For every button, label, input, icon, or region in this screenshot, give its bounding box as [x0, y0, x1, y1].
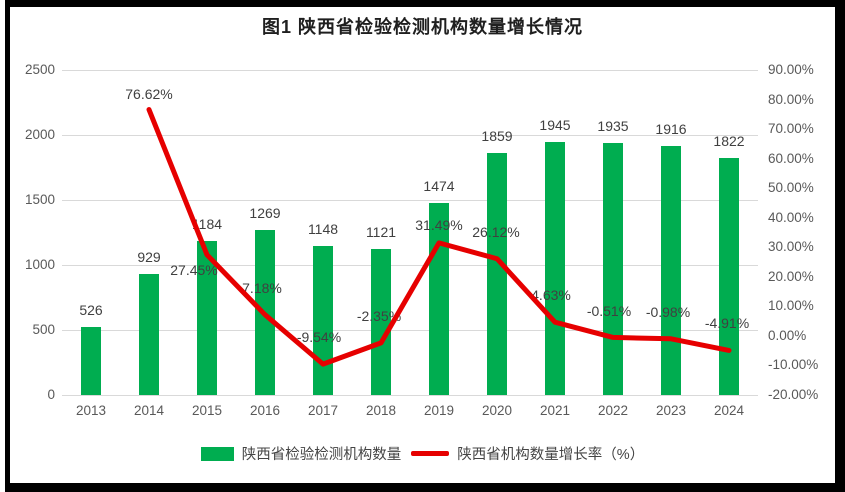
x-axis-tick: 2023 [655, 403, 687, 418]
legend-label-line: 陕西省机构数量增长率（%） [457, 447, 645, 463]
y-axis-right-tick: -20.00% [768, 387, 819, 402]
y-axis-right-tick: -10.00% [768, 357, 819, 373]
bar-value-label: 929 [137, 249, 161, 266]
bar-2020 [487, 153, 507, 395]
line-point-label: 27.45% [170, 261, 218, 278]
x-axis-tick: 2019 [423, 403, 455, 418]
bar-value-label: 1121 [365, 224, 397, 241]
y-axis-left-tick: 500 [32, 322, 55, 337]
gridline [62, 394, 758, 396]
line-series-swatch [411, 451, 450, 456]
growth-rate-polyline [146, 107, 732, 367]
gridline [62, 69, 758, 71]
line-point-label: -2.35% [356, 307, 402, 324]
y-axis-right-tick: 30.00% [768, 239, 814, 255]
line-point-label: -4.91% [704, 315, 750, 332]
y-axis-right-tick: 0.00% [768, 327, 807, 343]
x-axis-tick: 2022 [597, 403, 629, 418]
y-axis-right-tick: 60.00% [768, 150, 814, 166]
y-axis-left-tick: 2000 [24, 127, 55, 142]
line-point-label: 4.63% [531, 287, 571, 304]
bar-value-label: 1945 [539, 117, 571, 134]
line-point-label: 31.49% [415, 216, 463, 233]
legend: 陕西省检验检测机构数量 陕西省机构数量增长率（%） [0, 443, 845, 464]
line-point-label: 7.18% [242, 279, 282, 296]
y-axis-left-tick: 0 [47, 387, 55, 402]
gridline [62, 134, 758, 136]
bar-2014 [139, 274, 159, 395]
y-axis-right-tick: 80.00% [768, 91, 814, 107]
bar-series-swatch [200, 446, 234, 461]
x-axis-tick: 2013 [75, 403, 107, 418]
gridline [62, 329, 758, 331]
x-axis-tick: 2020 [481, 403, 513, 418]
y-axis-left-tick: 1000 [24, 257, 55, 272]
y-axis-left-tick: 2500 [24, 62, 55, 77]
bar-2023 [661, 145, 681, 395]
legend-item-bars: 陕西省检验检测机构数量 [200, 443, 402, 464]
chart-title: 图1 陕西省检验检测机构数量增长情况 [261, 17, 583, 37]
bar-2018 [371, 249, 391, 395]
legend-label-bars: 陕西省检验检测机构数量 [241, 447, 402, 463]
bar-value-label: 1474 [423, 178, 455, 195]
bar-2013 [81, 326, 101, 395]
y-axis-right-tick: 70.00% [768, 121, 814, 137]
gridline [62, 264, 758, 266]
y-axis-right-tick: 10.00% [768, 298, 814, 314]
line-point-label: 76.62% [125, 85, 173, 102]
bar-value-label: 1148 [307, 220, 339, 237]
bar-value-label: 1859 [481, 128, 513, 145]
line-point-label: -9.54% [296, 329, 342, 346]
gridline [62, 199, 758, 201]
x-axis-tick: 2021 [539, 403, 571, 418]
bar-2015 [197, 241, 217, 395]
bar-value-label: 1184 [191, 216, 223, 233]
y-axis-right-tick: 40.00% [768, 209, 814, 225]
x-axis-tick: 2016 [249, 403, 281, 418]
y-axis-right-tick: 90.00% [768, 62, 814, 77]
x-axis-tick: 2015 [191, 403, 223, 418]
x-axis-tick: 2018 [365, 403, 397, 418]
x-axis-tick: 2014 [133, 403, 165, 418]
legend-item-line: 陕西省机构数量增长率（%） [411, 443, 644, 464]
bar-value-label: 526 [79, 301, 103, 318]
x-axis-tick: 2024 [713, 403, 745, 418]
bar-value-label: 1822 [713, 133, 745, 150]
y-axis-right-tick: 20.00% [768, 268, 814, 284]
bar-value-label: 1935 [597, 118, 629, 135]
bar-value-label: 1269 [249, 205, 281, 222]
line-point-label: -0.98% [645, 303, 691, 320]
bar-2022 [603, 143, 623, 395]
bar-2024 [719, 158, 739, 395]
line-point-label: 26.12% [472, 223, 520, 240]
y-axis-left-tick: 1500 [24, 192, 55, 207]
x-axis-tick: 2017 [307, 403, 339, 418]
bar-value-label: 1916 [655, 120, 687, 137]
bar-2021 [545, 142, 565, 395]
y-axis-right-tick: 50.00% [768, 180, 814, 196]
line-point-label: -0.51% [586, 303, 632, 320]
